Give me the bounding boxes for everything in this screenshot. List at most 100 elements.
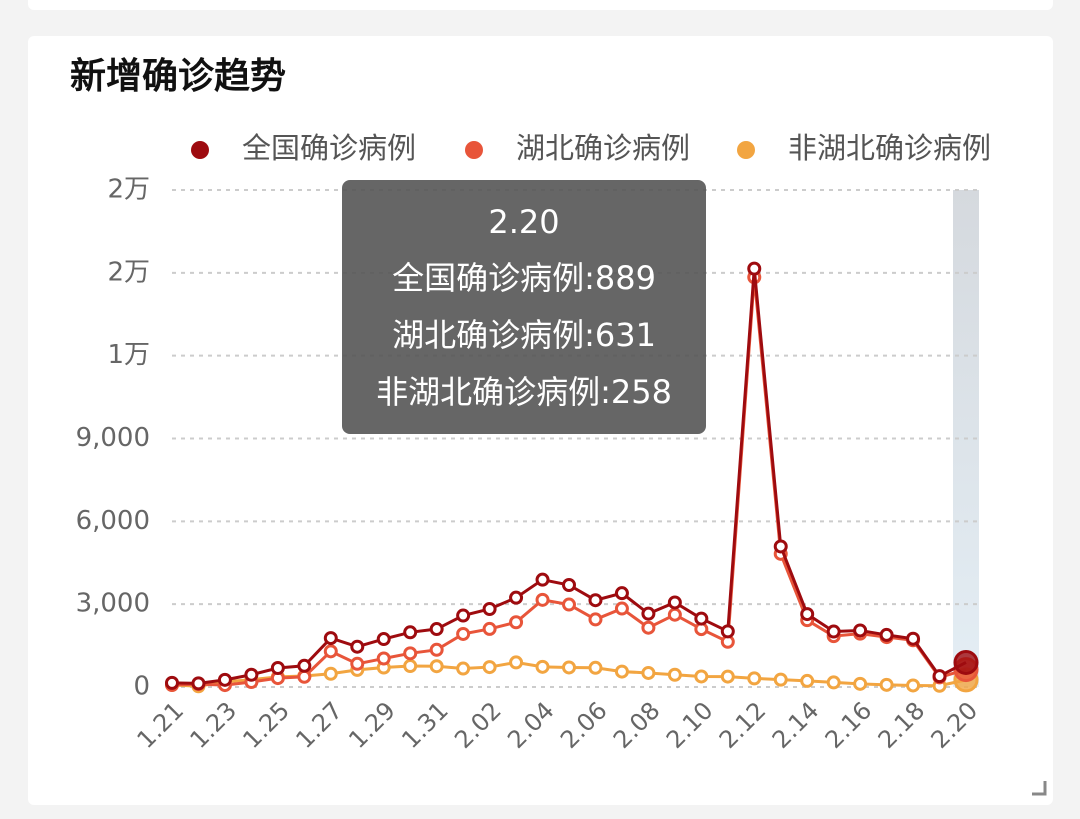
tooltip-separator: : [584,259,595,297]
tooltip-value: 258 [611,373,672,411]
data-point [350,639,365,654]
data-point [588,593,603,608]
data-point [376,632,391,647]
data-point [588,660,603,675]
data-point [800,673,815,688]
tooltip-box [342,180,706,434]
y-tick-label: 1万 [107,340,150,370]
data-point [562,660,576,675]
data-point [953,649,979,675]
data-point [403,646,418,661]
y-tick-label: 9,000 [76,423,150,453]
data-point [244,667,259,682]
data-point [191,676,206,691]
data-point [932,669,947,684]
data-point [297,658,312,673]
data-point [667,607,682,622]
tooltip-series-name: 全国确诊病例 [392,259,584,297]
data-point [270,661,285,676]
data-point [614,586,629,601]
data-point [826,624,841,639]
y-tick-label: 6,000 [76,506,150,536]
tooltip-line: 全国确诊病例:889 [392,259,656,297]
data-point [641,620,656,635]
data-point [482,660,497,675]
data-point [588,612,603,627]
y-tick-label: 2万 [107,257,150,287]
data-point [403,658,418,673]
data-point [694,669,709,684]
data-point [456,661,471,676]
legend-marker [737,141,755,159]
data-point [165,675,179,690]
legend-marker [465,141,483,159]
data-point [773,672,788,687]
data-point [879,627,894,642]
data-point [482,621,497,636]
resize-handle [1032,781,1047,796]
data-point [509,655,524,670]
legend-label: 非湖北确诊病例 [788,131,991,165]
y-tick-label: 0 [133,672,150,702]
data-point [614,601,629,616]
data-point [323,631,338,646]
data-point [509,615,524,630]
tooltip-title: 2.20 [488,203,559,241]
data-point [562,597,576,612]
tooltip-separator: : [584,316,595,354]
data-point [641,606,656,621]
data-point [297,669,312,684]
y-tick-label: 3,000 [76,589,150,619]
data-point [853,676,868,691]
data-point [641,665,656,680]
legend-marker [191,141,209,159]
data-point [694,611,709,626]
data-point [535,572,550,587]
data-point [906,631,921,646]
data-point [614,664,629,679]
data-point [429,642,444,657]
data-point [323,644,338,659]
data-point [535,592,550,607]
tooltip-line: 湖北确诊病例:631 [392,316,656,354]
data-point [482,601,497,616]
data-point [879,677,894,692]
data-point [906,678,921,693]
data-point [853,623,868,638]
tooltip-series-name: 湖北确诊病例 [392,316,584,354]
data-point [562,578,576,593]
data-point [456,626,471,641]
legend-label: 湖北确诊病例 [516,131,690,165]
data-point [350,656,365,671]
data-point [535,659,550,674]
data-point [826,675,841,690]
tooltip-separator: : [600,373,611,411]
tooltip-value: 889 [595,259,656,297]
data-point [429,659,444,674]
tooltip-series-name: 非湖北确诊病例 [376,373,600,411]
data-point [773,539,788,554]
y-tick-label: 2万 [107,175,150,205]
tooltip-line: 非湖北确诊病例:258 [376,373,672,411]
data-point [456,608,471,623]
data-point [667,595,682,610]
data-point [323,666,338,681]
chart-title: 新增确诊趋势 [70,56,286,97]
data-point [376,651,391,666]
data-point [747,671,762,686]
data-point [509,590,524,605]
data-point [747,261,762,276]
data-point [403,625,418,640]
tooltip-value: 631 [595,316,656,354]
data-point [429,622,444,637]
data-point [800,607,815,622]
data-point [720,624,735,639]
top-card [28,0,1053,10]
data-point [720,669,735,684]
legend-label: 全国确诊病例 [242,131,416,165]
data-point [667,667,682,682]
data-point [217,672,232,687]
